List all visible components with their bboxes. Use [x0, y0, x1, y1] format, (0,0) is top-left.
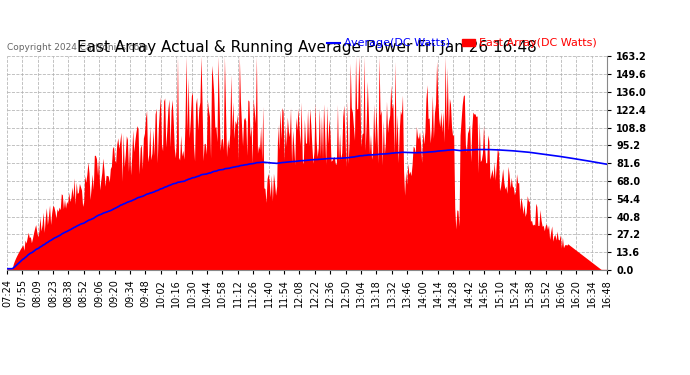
- Title: East Array Actual & Running Average Power Fri Jan 26 16:48: East Array Actual & Running Average Powe…: [77, 40, 537, 55]
- Text: Copyright 2024 Cartronics.com: Copyright 2024 Cartronics.com: [7, 43, 148, 52]
- Legend: Average(DC Watts), East Array(DC Watts): Average(DC Watts), East Array(DC Watts): [322, 34, 602, 53]
